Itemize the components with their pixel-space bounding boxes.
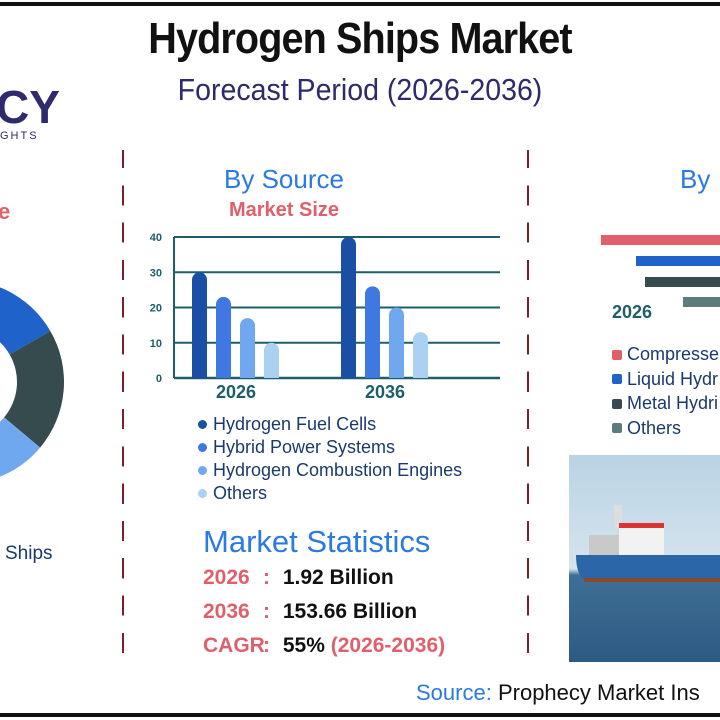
y-tick-label: 10 <box>150 338 162 350</box>
legend-square-icon <box>612 349 622 360</box>
stat-value: 55% <box>282 634 325 657</box>
stat-row-cagr: CAGR: 55% (2026-2036) <box>203 634 445 658</box>
stat-sep: : <box>263 566 270 589</box>
top-border <box>0 2 720 6</box>
legend-label: Hybrid Power Systems <box>213 437 396 457</box>
logo: CY <box>0 81 60 133</box>
legend-square-icon <box>612 423 622 433</box>
left-heading-fragment: e <box>0 199 11 224</box>
stat-key: 2026 <box>203 566 250 589</box>
bar <box>365 286 380 378</box>
legend-dot-icon <box>198 489 207 498</box>
stat-value: 1.92 Billion <box>282 566 394 589</box>
left-label-fragment: Ships <box>5 543 53 564</box>
source-value: Prophecy Market Ins <box>497 680 700 705</box>
donut-segment <box>0 287 51 355</box>
legend-item: Hybrid Power Systems <box>198 437 395 458</box>
legend-label: Compresse <box>627 344 720 364</box>
right-legend-item: Metal Hydri <box>612 393 718 414</box>
y-tick-label: 0 <box>156 373 162 385</box>
legend-label: Others <box>213 483 268 503</box>
legend-label: Liquid Hydr <box>627 368 719 389</box>
legend-square-icon <box>612 374 622 384</box>
bar <box>264 342 279 378</box>
donut-segment <box>0 417 41 477</box>
legend-label: Others <box>627 417 682 438</box>
right-legend-item: Others <box>612 418 681 439</box>
legend-item: Hydrogen Fuel Cells <box>198 414 376 435</box>
bar-chart: 0 10 20 30 40 2026 2036 <box>150 232 500 402</box>
y-tick-label: 30 <box>150 267 162 279</box>
ship-photo <box>569 455 720 662</box>
divider-left <box>122 150 124 662</box>
stat-row-2036: 2036: 153.66 Billion <box>203 600 417 624</box>
page-title: Hydrogen Ships Market <box>148 14 572 63</box>
right-heading-fragment: By <box>680 164 711 194</box>
page-subtitle: Forecast Period (2026-2036) <box>177 72 543 107</box>
stat-key: 2036 <box>203 600 250 623</box>
stat-sep: : <box>263 634 270 657</box>
legend-dot-icon <box>198 466 207 475</box>
bar <box>240 318 255 378</box>
chart-subtitle: Market Size <box>228 199 340 221</box>
stat-sep: : <box>263 600 270 623</box>
bar <box>413 332 428 378</box>
legend-label: Hydrogen Combustion Engines <box>213 460 463 480</box>
legend-item: Hydrogen Combustion Engines <box>198 460 462 481</box>
legend-square-icon <box>612 398 622 409</box>
logo-tagline: GHTS <box>0 130 39 142</box>
chart-title: By Source <box>224 164 344 194</box>
stats-title: Market Statistics <box>203 524 431 559</box>
right-legend-item: Liquid Hydr <box>612 369 718 390</box>
source-label: Source: <box>416 680 492 705</box>
bar <box>192 272 207 378</box>
y-tick-label: 40 <box>150 232 162 244</box>
legend-dot-icon <box>198 420 207 429</box>
x-tick-label: 2026 <box>216 382 256 402</box>
right-bar <box>601 235 720 245</box>
donut-segment <box>4 331 64 448</box>
stat-row-2026: 2026: 1.92 Billion <box>203 566 394 590</box>
right-legend-item: Compresse <box>612 344 719 365</box>
legend-label: Hydrogen Fuel Cells <box>213 414 377 434</box>
source-line: Source: Prophecy Market Ins <box>416 680 700 706</box>
bottom-border <box>0 713 720 717</box>
bar <box>216 296 231 378</box>
right-bar <box>645 277 720 287</box>
legend-item: Others <box>198 483 267 504</box>
legend-label: Metal Hydri <box>627 393 719 413</box>
bar <box>341 237 356 378</box>
ship-icon <box>576 505 720 582</box>
right-year-label: 2026 <box>612 302 653 322</box>
legend-dot-icon <box>198 443 207 452</box>
x-tick-label: 2036 <box>365 382 405 402</box>
stat-extra: (2026-2036) <box>330 634 446 657</box>
right-bar <box>683 297 720 307</box>
bar <box>389 307 404 378</box>
donut-chart <box>0 287 64 477</box>
right-bar <box>636 256 720 266</box>
divider-right <box>527 150 529 662</box>
stat-value: 153.66 Billion <box>282 600 418 623</box>
stat-key: CAGR <box>203 634 265 657</box>
y-tick-label: 20 <box>150 303 162 315</box>
